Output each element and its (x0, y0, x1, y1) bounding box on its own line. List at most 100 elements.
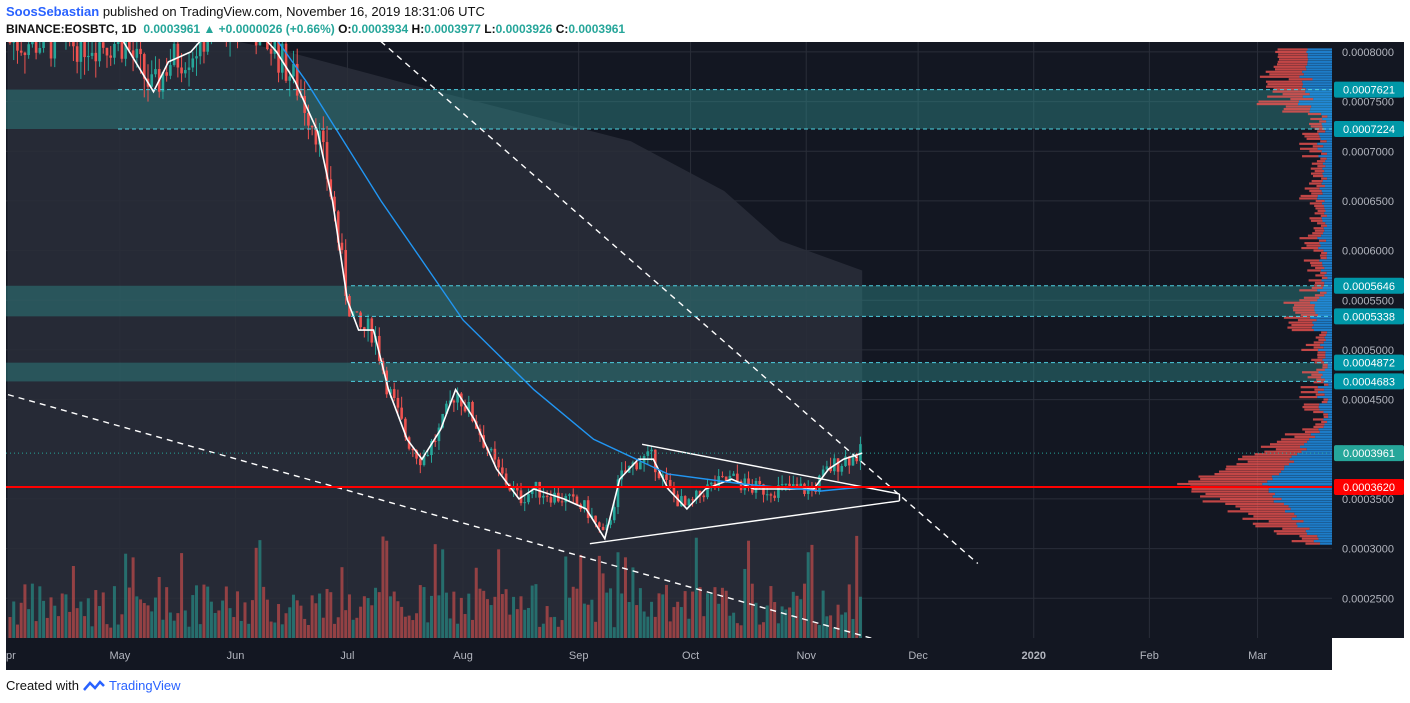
candle-body (94, 52, 98, 62)
volume-profile-bar (1274, 68, 1307, 71)
volume-profile-bar (1323, 418, 1332, 421)
candle-body (42, 42, 45, 48)
candle-body (780, 484, 784, 486)
volume-profile-bar (1326, 120, 1332, 123)
volume-bar (672, 607, 676, 638)
candle-body (624, 470, 627, 473)
candle-body (497, 459, 500, 468)
price-level-tag (1334, 81, 1404, 98)
volume-profile-bar (1310, 117, 1323, 121)
price-level-tag (1334, 308, 1404, 325)
candle-body (333, 196, 336, 212)
volume-bar (642, 611, 646, 638)
high-label: H: (411, 22, 425, 36)
volume-profile-bar (1226, 465, 1285, 468)
volume-profile-bar (1282, 93, 1310, 96)
volume-profile-bar (1321, 279, 1332, 282)
publish-info: SoosSebastian published on TradingView.c… (6, 4, 485, 19)
candle-body (758, 480, 762, 485)
candle-body (34, 42, 38, 53)
volume-profile-bar (1267, 95, 1303, 98)
volume-profile-bar (1303, 403, 1320, 406)
high-value: 0.0003977 (424, 22, 481, 36)
volume-profile-bar (1319, 254, 1327, 257)
y-tick-label: 0.0006500 (1342, 196, 1394, 208)
volume-bar (791, 591, 795, 638)
candle-body (709, 482, 713, 485)
candle-body (523, 502, 527, 504)
volume-profile-bar (1225, 502, 1284, 505)
volume-bar (329, 592, 333, 638)
volume-profile-bar (1317, 289, 1332, 292)
candle-body (542, 495, 545, 498)
y-tick-label: 0.0008000 (1342, 47, 1394, 59)
volume-bar (157, 577, 161, 638)
volume-profile-bar (1306, 50, 1332, 54)
volume-profile-bar (1322, 172, 1332, 175)
volume-profile-bar (1308, 279, 1322, 282)
volume-profile-bar (1324, 212, 1332, 215)
volume-profile-bar (1310, 264, 1323, 267)
volume-profile-bar (1296, 515, 1332, 518)
volume-profile-bar (1314, 309, 1332, 312)
candle-body (452, 400, 456, 403)
volume-profile-bar (1328, 415, 1332, 419)
volume-bar (112, 586, 116, 638)
volume-profile-bar (1310, 301, 1332, 304)
volume-bar (299, 605, 303, 638)
volume-profile-bar (1327, 152, 1332, 155)
volume-bar (19, 602, 23, 638)
x-tick-label: May (110, 650, 131, 662)
volume-bar (347, 594, 351, 638)
volume-bar (500, 594, 504, 638)
volume-profile-bar (1308, 58, 1332, 61)
volume-profile-bar (1309, 122, 1322, 126)
volume-profile-bar (1319, 408, 1332, 411)
volume-profile-bar (1324, 170, 1332, 173)
volume-bar (370, 605, 374, 638)
candle-body (437, 427, 441, 442)
x-tick-label: Nov (796, 650, 816, 662)
volume-bar (709, 593, 713, 638)
volume-bar (64, 594, 68, 638)
volume-bar (109, 627, 113, 638)
candle-body (859, 444, 862, 462)
volume-profile-bar (1311, 192, 1323, 195)
volume-profile-bar (1284, 468, 1332, 471)
volume-profile-bar (1276, 532, 1308, 535)
volume-bar (694, 537, 698, 638)
volume-profile-bar (1200, 477, 1273, 481)
volume-profile-bar (1275, 492, 1332, 496)
volume-profile-bar (1268, 490, 1332, 493)
volume-bar (45, 617, 49, 638)
volume-profile-bar (1288, 78, 1313, 81)
volume-bar (538, 626, 542, 638)
volume-profile-bar (1312, 418, 1324, 421)
volume-profile-bar (1304, 408, 1320, 411)
volume-profile-bar (1311, 358, 1323, 361)
volume-bar (612, 627, 616, 638)
author-link[interactable]: SoosSebastian (6, 4, 100, 19)
volume-profile-bar (1324, 361, 1332, 364)
volume-profile-bar (1299, 299, 1318, 302)
price-chart[interactable]: 0.0007621 0.0007224 0.0005646 0.0005338 0.00… (6, 42, 1404, 670)
volume-profile-bar (1326, 239, 1332, 242)
volume-bar (829, 615, 833, 638)
volume-profile-bar (1306, 68, 1332, 71)
tradingview-link[interactable]: TradingView (108, 678, 181, 693)
volume-profile-bar (1299, 197, 1318, 200)
candle-body (616, 479, 620, 508)
x-tick-label: Jun (227, 650, 245, 662)
volume-profile-bar (1317, 197, 1332, 200)
candle-body (583, 500, 586, 509)
y-tick-label: 0.0003500 (1342, 494, 1394, 506)
y-tick-label: 0.0007000 (1342, 146, 1394, 158)
volume-profile-bar (1327, 251, 1332, 255)
candle-body (825, 466, 829, 470)
price-level-label: 0.0003620 (1343, 482, 1395, 494)
volume-profile-bar (1314, 204, 1324, 207)
volume-profile-bar (1297, 319, 1317, 322)
volume-profile-bar (1322, 373, 1332, 376)
candle-body (19, 50, 23, 53)
volume-bar (269, 621, 273, 638)
